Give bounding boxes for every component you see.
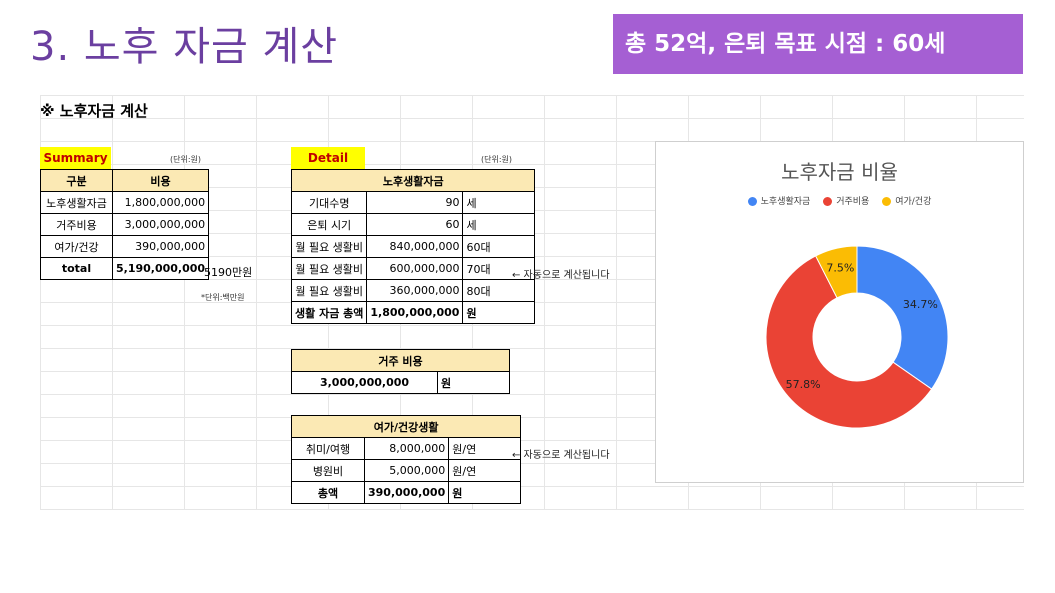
housing-header: 거주 비용 [291, 349, 510, 372]
summary-unit: (단위:원) [170, 155, 202, 164]
legend-swatch-icon [823, 197, 833, 206]
legend-swatch-icon [882, 197, 892, 206]
leisure-row-name[interactable]: 취미/여행 [291, 437, 365, 460]
living-row-name[interactable]: 기대수명 [290, 191, 368, 214]
slice-label-0: 34.7% [903, 298, 938, 311]
summary-label: Summary [40, 147, 111, 169]
detail-unit: (단위:원) [481, 155, 513, 164]
pie-slice-1[interactable] [765, 255, 933, 429]
table-row: 은퇴 시기 60 세 [290, 213, 536, 236]
summary-row-value[interactable]: 3,000,000,000 [111, 213, 210, 236]
table-row: 생활 자금 총액 1,800,000,000 원 [290, 301, 536, 324]
summary-row-value[interactable]: 390,000,000 [111, 235, 210, 258]
living-fund-header: 노후생활자금 [290, 169, 536, 192]
table-row: 월 필요 생활비 600,000,000 70대 [290, 257, 536, 280]
table-row: 취미/여행 8,000,000 원/연 [291, 437, 522, 460]
living-row-name[interactable]: 월 필요 생활비 [290, 257, 368, 280]
table-row: 월 필요 생활비 840,000,000 60대 [290, 235, 536, 258]
summary-total-name[interactable]: total [40, 257, 113, 280]
leisure-row-unit[interactable]: 원/연 [448, 437, 522, 460]
table-row: 여가/건강 390,000,000 [40, 235, 210, 258]
legend-item: 여가/건강 [882, 194, 931, 207]
summary-total-value[interactable]: 5,190,000,000 [111, 257, 210, 280]
leisure-row-unit[interactable]: 원/연 [448, 459, 522, 482]
housing-table: 거주 비용 3,000,000,000 원 [291, 349, 510, 394]
living-fund-table: 노후생활자금 기대수명 90 세 은퇴 시기 60 세 월 필요 생활비 840… [290, 169, 536, 324]
living-row-name[interactable]: 은퇴 시기 [290, 213, 368, 236]
summary-header-cost: 비용 [111, 169, 210, 192]
chart-title: 노후자금 비율 [781, 160, 898, 184]
summary-unit-note: *단위:백만원 [201, 293, 245, 302]
summary-row-name[interactable]: 여가/건강 [40, 235, 113, 258]
legend-label: 여가/건강 [895, 197, 932, 207]
living-row-unit[interactable]: 세 [462, 213, 536, 236]
slide-title: 3. 노후 자금 계산 [30, 24, 339, 70]
leisure-health-table: 여가/건강생활 취미/여행 8,000,000 원/연 병원비 5,000,00… [290, 415, 522, 504]
housing-unit[interactable]: 원 [437, 371, 510, 394]
living-auto-calc-note: ← 자동으로 계산됩니다 [512, 270, 610, 281]
table-row: 3,000,000,000 원 [291, 371, 510, 394]
living-row-name[interactable]: 월 필요 생활비 [290, 279, 368, 302]
living-row-unit[interactable]: 60대 [462, 235, 536, 258]
legend-label: 노후생활자금 [760, 197, 811, 207]
living-total-value[interactable]: 1,800,000,000 [366, 301, 464, 324]
pie-slice-2[interactable] [815, 245, 858, 299]
pie-slice-0[interactable] [856, 245, 949, 390]
table-row: 기대수명 90 세 [290, 191, 536, 214]
table-row: 총액 390,000,000 원 [291, 481, 522, 504]
summary-row-name[interactable]: 거주비용 [40, 213, 113, 236]
slice-label-1: 57.8% [786, 378, 821, 391]
housing-value[interactable]: 3,000,000,000 [291, 371, 438, 394]
table-row: total 5,190,000,000 [40, 257, 210, 280]
leisure-row-value[interactable]: 8,000,000 [363, 437, 450, 460]
summary-banner: 총 52억, 은퇴 목표 시점 : 60세 [613, 14, 1023, 74]
table-row: 노후생활자금 1,800,000,000 [40, 191, 210, 214]
summary-row-name[interactable]: 노후생활자금 [40, 191, 113, 214]
detail-label: Detail [291, 147, 365, 169]
leisure-row-value[interactable]: 5,000,000 [363, 459, 450, 482]
living-total-name[interactable]: 생활 자금 총액 [290, 301, 368, 324]
slice-label-2: 7.5% [826, 261, 854, 274]
summary-table: 구분 비용 노후생활자금 1,800,000,000 거주비용 3,000,00… [40, 169, 210, 280]
chart-legend: 노후생활자금 거주비용 여가/건강 [656, 194, 1023, 207]
living-total-unit[interactable]: 원 [462, 301, 536, 324]
legend-item: 거주비용 [823, 194, 869, 207]
living-row-value[interactable]: 60 [366, 213, 464, 236]
legend-label: 거주비용 [836, 197, 870, 207]
living-row-value[interactable]: 840,000,000 [366, 235, 464, 258]
retirement-fund-chart[interactable]: 노후자금 비율 노후생활자금 거주비용 여가/건강 34.7% 57.8% 7.5% [655, 141, 1024, 483]
leisure-header: 여가/건강생활 [290, 415, 522, 438]
living-row-unit[interactable]: 80대 [462, 279, 536, 302]
leisure-total-unit[interactable]: 원 [448, 481, 522, 504]
legend-swatch-icon [747, 197, 757, 206]
leisure-row-name[interactable]: 병원비 [291, 459, 365, 482]
living-row-name[interactable]: 월 필요 생활비 [290, 235, 368, 258]
leisure-auto-calc-note: ← 자동으로 계산됩니다 [512, 450, 610, 461]
living-row-unit[interactable]: 세 [462, 191, 536, 214]
summary-row-value[interactable]: 1,800,000,000 [111, 191, 210, 214]
legend-item: 노후생활자금 [747, 194, 811, 207]
leisure-total-name[interactable]: 총액 [291, 481, 365, 504]
living-row-value[interactable]: 360,000,000 [366, 279, 464, 302]
summary-header-category: 구분 [40, 169, 113, 192]
donut-chart-svg: 34.7% 57.8% 7.5% [765, 245, 949, 429]
table-row: 월 필요 생활비 360,000,000 80대 [290, 279, 536, 302]
table-row: 거주비용 3,000,000,000 [40, 213, 210, 236]
table-row: 병원비 5,000,000 원/연 [291, 459, 522, 482]
leisure-total-value[interactable]: 390,000,000 [363, 481, 450, 504]
summary-total-extra[interactable]: 5190만원 [204, 266, 253, 279]
living-row-value[interactable]: 600,000,000 [366, 257, 464, 280]
sheet-heading: ※ 노후자금 계산 [40, 102, 148, 120]
living-row-value[interactable]: 90 [366, 191, 464, 214]
